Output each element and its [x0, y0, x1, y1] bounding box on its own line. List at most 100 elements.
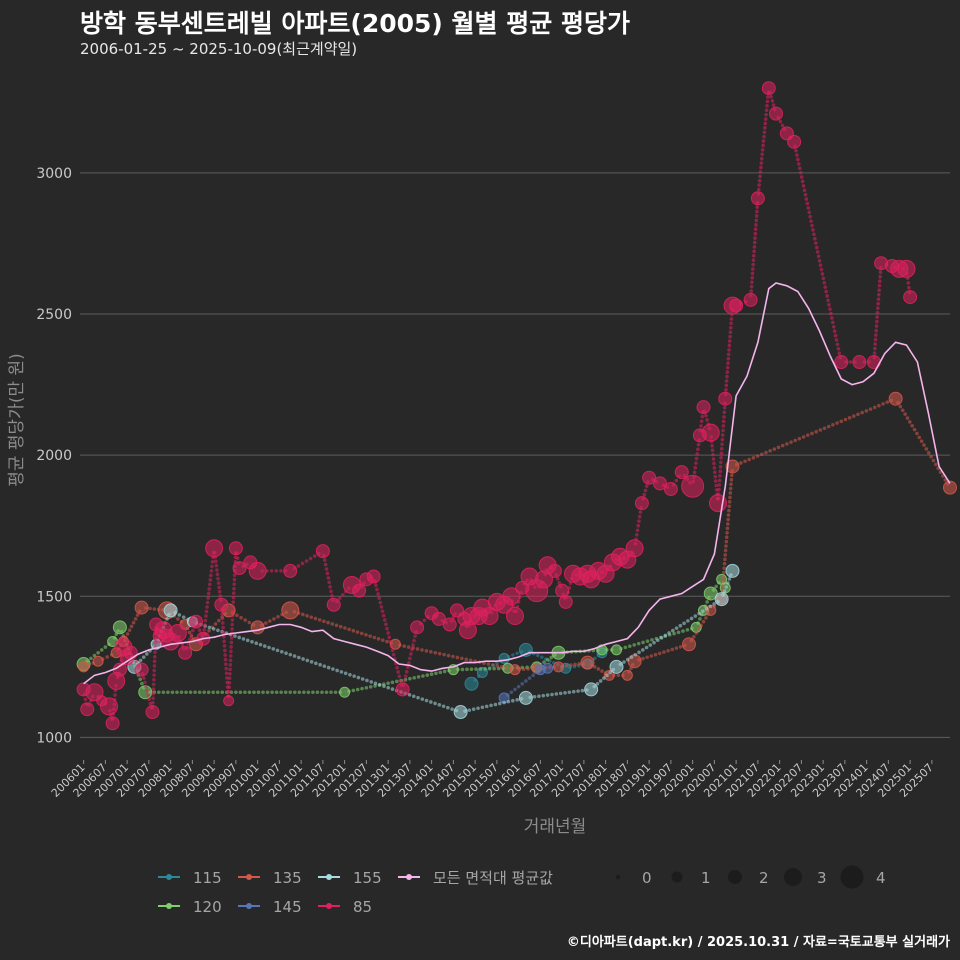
series-85-point [228, 541, 243, 556]
series-155-connector-dot [515, 697, 519, 702]
series-120-connector-dot [261, 690, 265, 695]
series-120-connector-dot [202, 690, 206, 695]
series-120-connector-dot [434, 671, 438, 676]
series-85-connector-dot [873, 337, 878, 342]
series-135-connector-dot [495, 664, 500, 668]
series-85-connector-dot [142, 676, 146, 680]
series-155-connector-dot [407, 693, 412, 697]
series-85-connector-dot [223, 648, 227, 653]
series-85-connector-dot [213, 559, 218, 564]
series-155-connector-dot [233, 634, 237, 638]
series-85-point [674, 465, 689, 480]
series-155-connector-dot [365, 678, 369, 683]
series-85-connector-dot [223, 653, 227, 657]
series-135-connector-dot [276, 614, 280, 619]
series-135-connector-dot [723, 557, 727, 562]
series-85-connector-dot [644, 484, 649, 489]
series-85-connector-dot [752, 245, 757, 249]
series-120-connector-dot [297, 690, 302, 695]
series-155-connector-dot [416, 695, 420, 700]
series-155-connector-dot [250, 639, 254, 644]
series-155-point [714, 592, 729, 607]
series-135-connector-dot [699, 623, 703, 628]
series-120-point [611, 644, 622, 656]
series-135-connector-dot [213, 622, 218, 626]
series-85-point [105, 716, 120, 731]
series-135-connector-dot [805, 433, 810, 437]
series-85-connector-dot [404, 669, 409, 674]
series-85-connector-dot [204, 614, 208, 618]
series-145-connector-dot [509, 690, 514, 695]
series-85-connector-dot [797, 166, 802, 171]
legend-label: 115 [193, 869, 222, 887]
series-85-connector-dot [755, 209, 759, 214]
series-155-connector-dot [271, 647, 276, 651]
series-120-connector-dot [320, 690, 324, 695]
series-155-connector-dot [659, 636, 664, 640]
series-85-connector-dot [218, 594, 223, 598]
legend-item-115: 115 [158, 869, 222, 887]
series-135-connector-dot [931, 458, 936, 463]
series-155-connector-dot [211, 627, 216, 631]
series-135-connector-dot [929, 454, 933, 459]
series-85-connector-dot [380, 609, 385, 614]
series-85-connector-dot [413, 634, 417, 639]
series-155-connector-dot [708, 604, 713, 609]
series-85-connector-dot [410, 647, 414, 652]
series-85-connector-dot [269, 569, 274, 573]
series-85-connector-dot [396, 670, 400, 674]
series-155-connector-dot [686, 619, 690, 623]
series-120-connector-dot [636, 641, 641, 646]
series-135-connector-dot [701, 619, 706, 624]
series-155-connector-dot [326, 665, 331, 670]
series-155-connector-dot [532, 694, 537, 699]
series-85-connector-dot [274, 569, 279, 573]
chart-title: 방학 동부센트레빌 아파트(2005) 월별 평균 평당가 [80, 9, 630, 38]
series-85-connector-dot [717, 483, 722, 487]
legend-key-dot [246, 903, 252, 909]
series-85-connector-dot [408, 656, 412, 661]
series-135-connector-dot [464, 657, 469, 662]
legend-item-155: 155 [318, 869, 382, 887]
series-85-connector-dot [751, 258, 756, 262]
series-85-connector-dot [724, 383, 729, 388]
series-120-connector-dot [672, 631, 676, 636]
series-85-connector-dot [727, 348, 731, 352]
series-85-connector-dot [700, 414, 705, 419]
series-120-connector-dot [279, 690, 283, 695]
series-85-connector-dot [812, 232, 816, 237]
series-85-connector-dot [381, 613, 386, 618]
series-135-connector-dot [801, 435, 806, 439]
series-135-connector-dot [898, 404, 903, 409]
size-legend-bubble [784, 868, 802, 886]
series-135-connector-dot [764, 450, 768, 455]
series-145-point [542, 662, 554, 674]
series-120-connector-dot [220, 690, 225, 695]
series-120-connector-dot [469, 667, 474, 672]
series-85-connector-dot [754, 218, 759, 223]
series-120-connector-dot [324, 690, 329, 695]
series-155-connector-dot [314, 661, 318, 666]
series-85-connector-dot [751, 253, 756, 258]
series-135-connector-dot [406, 645, 411, 649]
series-155-connector-dot [165, 617, 169, 621]
series-155-connector-dot [652, 640, 656, 645]
series-85-connector-dot [726, 356, 731, 361]
series-135-connector-dot [755, 454, 760, 458]
series-135-connector-dot [301, 612, 305, 617]
series-85-connector-dot [873, 342, 877, 346]
series-85-connector-dot [757, 178, 762, 183]
series-135-connector-dot [135, 613, 140, 617]
series-135-connector-dot [856, 412, 860, 417]
series-135-connector-dot [468, 658, 473, 663]
series-85-connector-dot [215, 568, 219, 572]
series-85-connector-dot [821, 276, 826, 281]
series-85-connector-dot [205, 600, 210, 605]
series-85-connector-dot [877, 288, 881, 292]
series-85-connector-dot [232, 573, 237, 578]
series-155-connector-dot [545, 693, 550, 697]
series-135-connector-dot [317, 618, 322, 622]
series-85-connector-dot [398, 678, 403, 683]
series-85-point [145, 705, 160, 720]
series-120-connector-dot [545, 657, 550, 662]
